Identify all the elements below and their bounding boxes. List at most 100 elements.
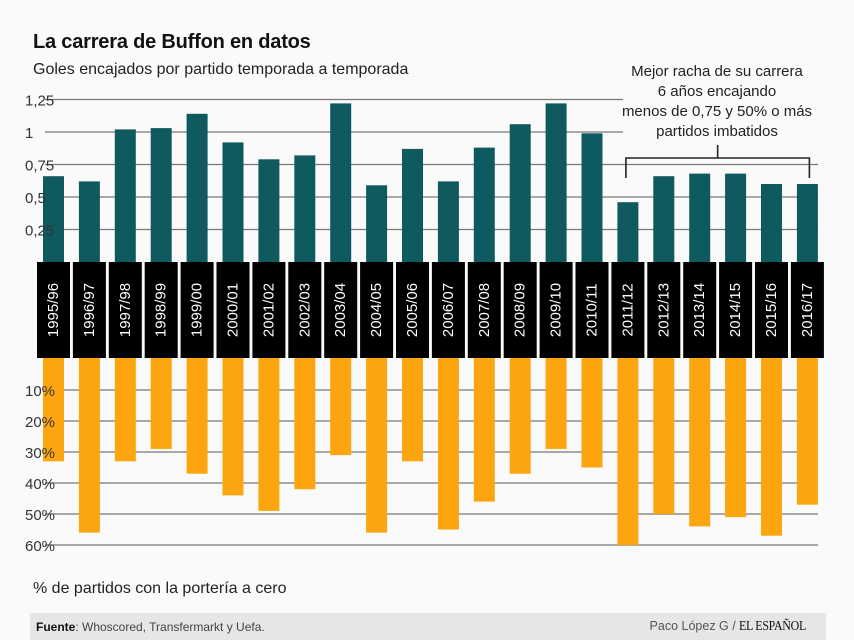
clean-sheet-bar (545, 357, 567, 449)
season-label: 1997/98 (117, 283, 134, 337)
annotation-bracket (625, 145, 811, 178)
season-label-box (431, 262, 465, 358)
goals-bar (222, 142, 244, 262)
season-label: 1995/96 (45, 283, 62, 337)
season-label-box (575, 262, 609, 358)
annotation-line: menos de 0,75 y 50% o más (621, 103, 813, 120)
goals-bar (725, 173, 747, 262)
goals-bar (43, 176, 64, 262)
clean-sheet-bar (294, 357, 316, 490)
goals-bar (761, 184, 782, 262)
chart-subtitle: Goles encajados por partido temporada a … (33, 61, 409, 78)
y-tick-label: 1,25 (25, 93, 54, 110)
y-tick-label: 50% (25, 507, 55, 524)
season-label-box (647, 262, 681, 358)
clean-sheet-bar (330, 357, 352, 456)
goals-bar (258, 159, 280, 262)
season-label: 2003/04 (332, 283, 349, 337)
goals-bar (150, 128, 172, 262)
season-label-box (216, 262, 250, 358)
season-label-box (180, 262, 214, 358)
clean-sheet-bar (43, 357, 64, 462)
season-label-box (755, 262, 788, 358)
bottom-y-axis-labels: 10% 20% 30% 40% 50% 60% (25, 383, 55, 555)
goals-bar (294, 155, 316, 262)
season-label-box (252, 262, 286, 358)
season-label: 2005/06 (404, 283, 421, 337)
season-label-box (324, 262, 358, 358)
footer: Fuente: Whoscored, Transfermarkt y Uefa.… (30, 613, 826, 640)
clean-sheet-bar (114, 357, 136, 462)
clean-sheet-bar (186, 357, 208, 474)
bottom-chart-caption: % de partidos con la portería a cero (33, 580, 287, 597)
clean-sheet-bar (366, 357, 388, 533)
goals-bar (366, 185, 388, 262)
season-label: 2009/10 (548, 283, 565, 337)
season-label: 2016/17 (799, 283, 816, 337)
y-tick-label: 1 (25, 125, 33, 142)
goals-bar (437, 181, 459, 262)
y-tick-label: 30% (25, 445, 55, 462)
season-label: 2012/13 (655, 283, 672, 337)
brand-logo: EL ESPAÑOL (739, 619, 807, 634)
annotation-text: Mejor racha de su carrera 6 años encajan… (612, 62, 822, 142)
goals-bar (402, 148, 423, 262)
season-label-box (108, 262, 142, 358)
goals-bar (114, 129, 136, 262)
y-tick-label: 40% (25, 476, 55, 493)
goals-bar (581, 133, 603, 262)
season-label: 2002/03 (296, 283, 313, 337)
chart-title: La carrera de Buffon en datos (33, 31, 311, 53)
clean-sheet-bar (150, 357, 172, 449)
clean-sheet-bar (581, 357, 603, 468)
source-label: Fuente (36, 620, 76, 634)
clean-sheet-bar (473, 357, 495, 502)
y-tick-label: 10% (25, 383, 55, 400)
goals-bar (78, 181, 100, 262)
goals-bar (653, 176, 675, 262)
season-label: 2004/05 (368, 283, 385, 337)
season-label: 1998/99 (153, 283, 170, 337)
clean-sheet-bar (796, 357, 818, 505)
goals-bar (617, 202, 639, 262)
clean-sheet-bar (725, 357, 747, 518)
clean-sheet-bar (761, 357, 782, 536)
y-tick-label: 0,25 (25, 223, 54, 240)
season-label: 2001/02 (260, 283, 277, 337)
season-label: 2007/08 (476, 283, 493, 337)
credit: Paco López G / EL ESPAÑOL (650, 619, 818, 635)
season-labels: 1995/96 1996/97 1997/98 1998/99 1999/00 2000/… (37, 262, 824, 358)
season-label: 2006/07 (440, 283, 457, 337)
season-label: 2008/09 (512, 283, 529, 337)
clean-sheet-bar (689, 357, 711, 527)
clean-sheet-bars (43, 357, 818, 545)
clean-sheet-bar (258, 357, 280, 511)
clean-sheet-bar (402, 357, 423, 462)
goals-bar (796, 184, 818, 262)
source-note: Fuente: Whoscored, Transfermarkt y Uefa. (36, 620, 265, 634)
season-label-box (37, 262, 70, 358)
season-label-box (144, 262, 178, 358)
annotation-line: Mejor racha de su carrera (631, 63, 803, 80)
season-label-box (288, 262, 322, 358)
goals-bar (545, 103, 567, 263)
y-tick-label: 0,5 (25, 190, 46, 207)
goals-bar (509, 124, 531, 262)
clean-sheet-bar (78, 357, 100, 533)
annotation-line: partidos imbatidos (656, 123, 778, 140)
clean-sheet-bar (653, 357, 675, 514)
season-label: 2010/11 (584, 283, 601, 336)
season-label-box (360, 262, 394, 358)
y-tick-label: 0,75 (25, 158, 54, 175)
author: Paco López G (649, 619, 729, 633)
season-label-box (539, 262, 573, 358)
season-label: 2015/16 (763, 283, 780, 337)
goals-bar (689, 173, 711, 262)
season-label-box (467, 262, 501, 358)
top-y-axis-labels: 0,25 0,5 0,75 1 1,25 (25, 93, 54, 240)
season-label-box (396, 262, 429, 358)
goals-bar (473, 147, 495, 262)
bottom-gridlines (45, 389, 818, 546)
clean-sheet-bar (617, 357, 639, 545)
clean-sheet-bar (222, 357, 244, 496)
